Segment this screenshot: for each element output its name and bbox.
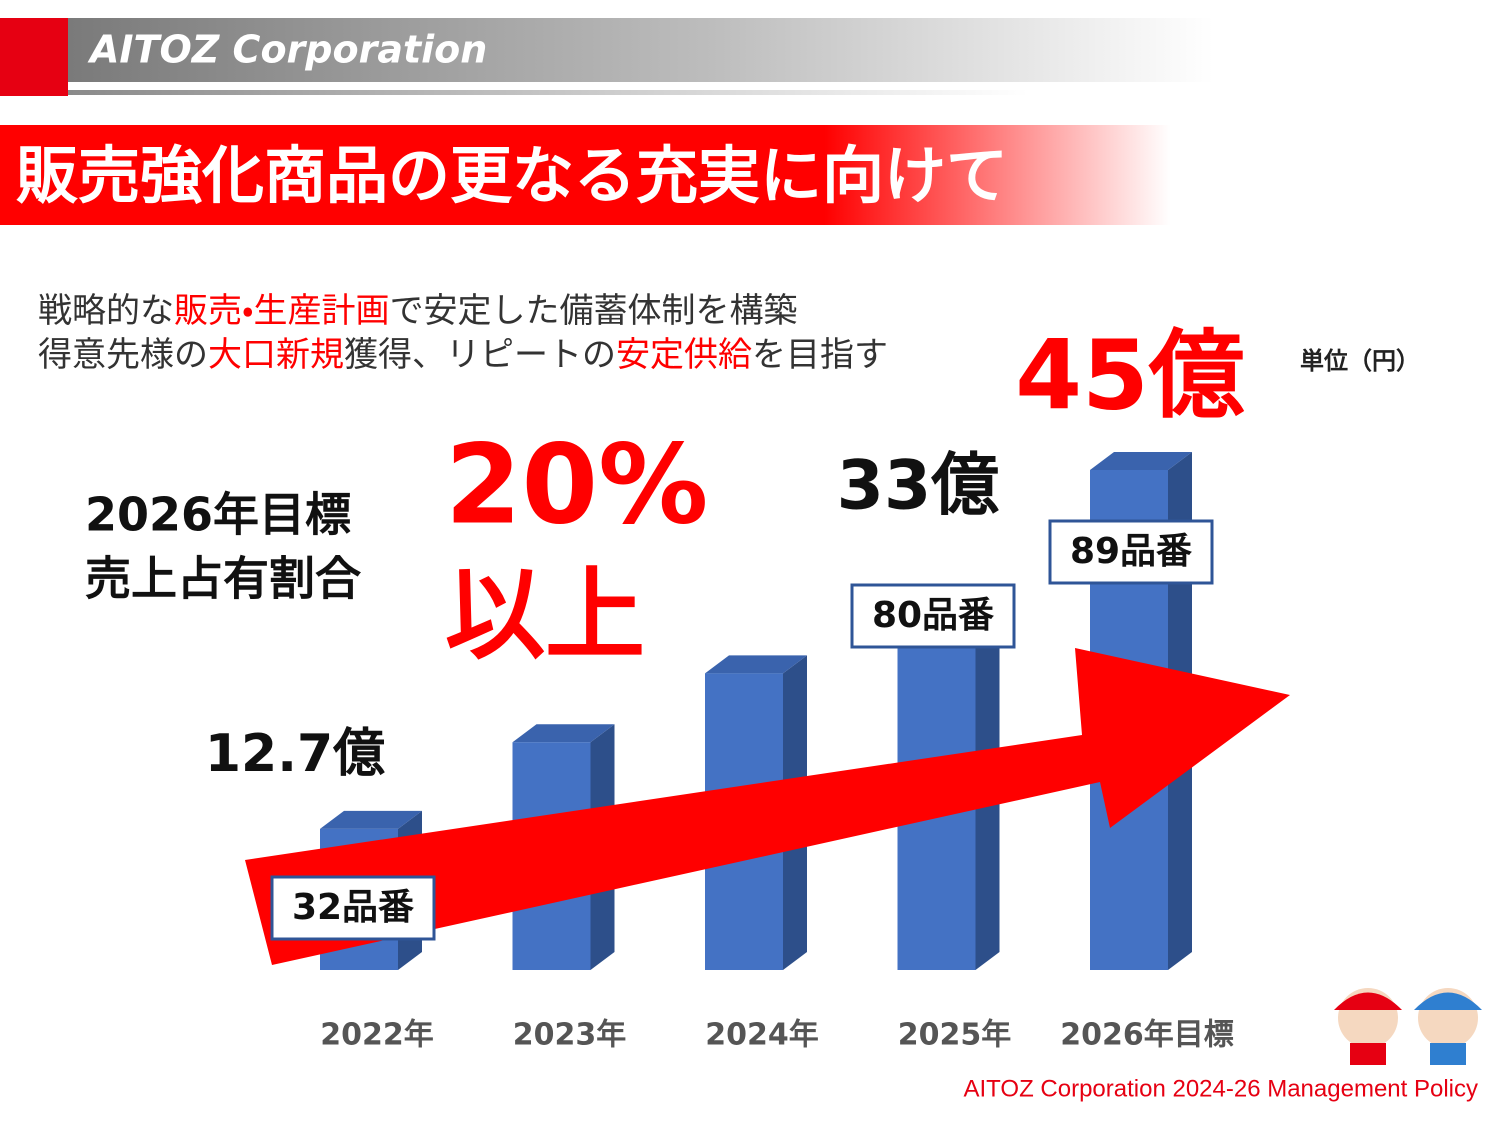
company-name: AITOZ Corporation <box>87 28 487 72</box>
title-band <box>0 125 1330 225</box>
mascots <box>1334 988 1482 1065</box>
subtitle-segment: 大口新規 <box>208 335 344 375</box>
bar-top <box>1090 452 1192 470</box>
bar-top <box>320 810 422 829</box>
item-box <box>270 875 436 941</box>
subtitle-segment: を目指す <box>752 335 888 375</box>
subtitle-line: 得意先様の大口新規獲得、リピートの安定供給を目指す <box>38 335 888 375</box>
subtitle-segment: 販売・生産計画 <box>174 291 390 331</box>
footer: AITOZ Corporation 2024-26 Management Pol… <box>964 1075 1479 1102</box>
target-value: 以上 <box>445 556 645 673</box>
value-label: 12.7億 <box>205 724 385 784</box>
item-label: 32品番 <box>292 887 414 928</box>
value-label: 33億 <box>837 447 1000 526</box>
target-label: 2026年目標 <box>85 488 351 542</box>
x-tick-label: 2022年 <box>320 1018 434 1053</box>
item-label: 89品番 <box>1070 531 1192 572</box>
item-box <box>1048 519 1214 585</box>
bar-top <box>512 724 615 743</box>
bar-top <box>705 655 807 674</box>
x-tick-label: 2025年 <box>898 1018 1012 1053</box>
subtitle-segment: 戦略的な <box>38 291 174 331</box>
header-mark <box>0 18 68 96</box>
item-label: 80品番 <box>872 595 994 636</box>
value-label: 45億 <box>1015 319 1245 431</box>
subtitle-segment: 得意先様の <box>38 335 208 375</box>
target-label: 売上占有割合 <box>85 552 362 606</box>
subtitle-line: 戦略的な販売・生産計画で安定した備蓄体制を構築 <box>38 291 798 331</box>
x-tick-label: 2024年 <box>705 1018 819 1053</box>
header-bar <box>68 18 1500 82</box>
item-box <box>850 583 1016 649</box>
x-tick-label: 2026年目標 <box>1060 1018 1234 1053</box>
unit-label: 単位（円） <box>1300 347 1420 375</box>
x-tick-label: 2023年 <box>513 1018 627 1053</box>
slide-title: 販売強化商品の更なる充実に向けて <box>16 139 1008 212</box>
subtitle-segment: で安定した備蓄体制を構築 <box>390 291 798 331</box>
subtitle-segment: 獲得、リピートの <box>344 335 616 375</box>
subtitle: 戦略的な販売・生産計画で安定した備蓄体制を構築得意先様の大口新規獲得、リピートの… <box>38 291 888 375</box>
growth-arrow <box>245 648 1290 965</box>
target-value: 20% <box>445 420 708 548</box>
subtitle-segment: 安定供給 <box>616 335 752 375</box>
header-line <box>68 90 1268 95</box>
labels: 12.7億 32品番 33億 80品番 45億 89品番 <box>205 319 1245 941</box>
